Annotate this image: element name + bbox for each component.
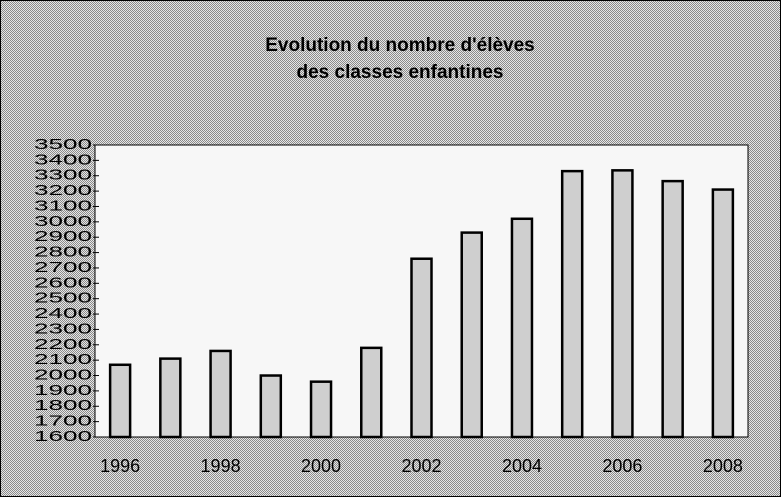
x-tick-label: 2000	[301, 456, 341, 476]
y-tick-label: 2300	[34, 320, 92, 337]
x-tick-label: 2002	[401, 456, 441, 476]
y-tick-label: 2700	[34, 259, 92, 276]
bar	[661, 179, 684, 439]
y-tick-label: 2200	[34, 336, 92, 353]
y-tick-label: 2100	[34, 351, 92, 368]
bar	[108, 363, 132, 439]
y-tick-label: 1800	[34, 397, 92, 414]
y-tick-label: 1900	[34, 382, 92, 399]
x-tick-label: 2004	[502, 456, 542, 476]
bar	[209, 349, 232, 439]
y-tick-label: 2000	[34, 366, 92, 383]
y-tick-label: 3500	[34, 136, 92, 153]
x-tick-label: 1996	[100, 456, 140, 476]
y-tick-label: 2800	[34, 244, 92, 261]
x-tick-label: 2006	[602, 456, 642, 476]
bar	[711, 188, 735, 439]
y-tick-label: 3100	[34, 197, 92, 214]
chart-title: des classes enfantines	[297, 62, 504, 83]
chart-title: Evolution du nombre d'élèves	[265, 35, 535, 56]
y-tick-label: 2900	[34, 228, 92, 245]
y-tick-label: 3000	[34, 213, 92, 230]
y-tick-label: 2500	[34, 290, 92, 307]
bar	[360, 346, 383, 439]
bar	[159, 357, 182, 439]
y-tick-label: 2400	[34, 305, 92, 322]
y-tick-label: 1600	[34, 428, 92, 445]
bar	[611, 169, 634, 439]
y-tick-label: 3300	[34, 167, 92, 184]
bar	[460, 231, 483, 439]
y-tick-label: 3400	[34, 151, 92, 168]
bar	[410, 257, 433, 439]
bar	[259, 374, 283, 439]
x-tick-label: 2008	[703, 456, 743, 476]
bar	[560, 169, 584, 439]
bar	[309, 380, 333, 439]
y-tick-label: 3200	[34, 182, 92, 199]
bar	[510, 217, 534, 439]
y-tick-label: 1700	[34, 413, 92, 430]
y-tick-label: 2600	[34, 274, 92, 291]
x-tick-label: 1998	[201, 456, 241, 476]
